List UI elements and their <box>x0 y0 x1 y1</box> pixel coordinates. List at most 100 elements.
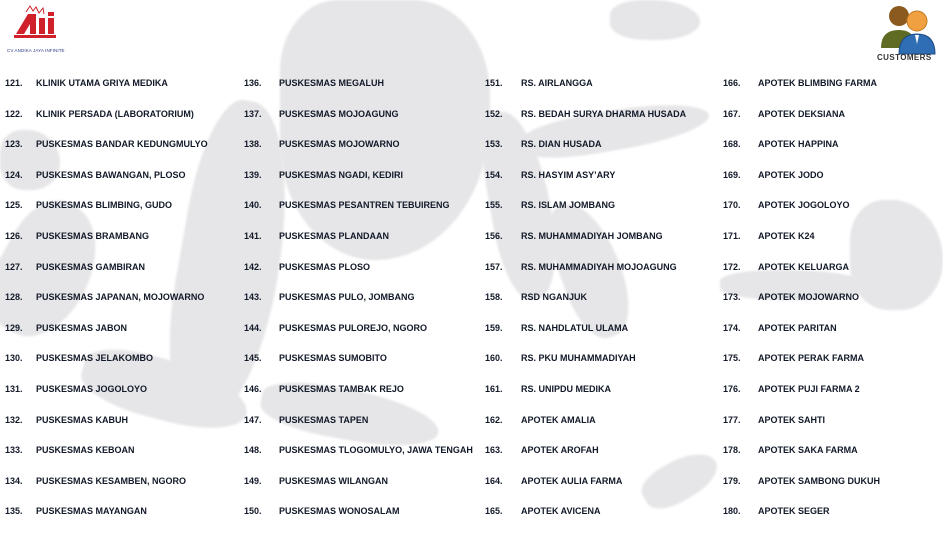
map-shape <box>635 442 725 518</box>
list-item-number: 124. <box>5 169 23 180</box>
list-item-number: 152. <box>485 108 503 119</box>
list-item-name: APOTEK SEGER <box>758 506 830 517</box>
list-item-number: 142. <box>244 261 262 272</box>
list-item-number: 159. <box>485 322 503 333</box>
list-item-number: 155. <box>485 200 503 211</box>
list-item-name: PUSKESMAS KESAMBEN, NGORO <box>36 475 187 486</box>
list-item-number: 143. <box>244 292 262 303</box>
list-item-name: PUSKESMAS MOJOWARNO <box>279 139 400 150</box>
customers-label: CUSTOMERS <box>877 53 932 62</box>
list-item-name: APOTEK AMALIA <box>521 414 596 425</box>
list-item-name: RS. UNIPDU MEDIKA <box>521 384 612 394</box>
list-item-number: 146. <box>244 384 262 394</box>
list-item-name: APOTEK BLIMBING FARMA <box>758 78 877 88</box>
list-item-name: APOTEK K24 <box>758 231 815 241</box>
list-item-name: PUSKESMAS PULOREJO, NGORO <box>279 322 428 333</box>
list-item-name: APOTEK AVICENA <box>521 506 601 517</box>
list-item-number: 131. <box>5 384 23 394</box>
list-item-number: 123. <box>5 139 23 150</box>
list-item-name: PUSKESMAS JOGOLOYO <box>36 384 148 394</box>
list-item-name: APOTEK SAHTI <box>758 414 826 425</box>
list-item-number: 140. <box>244 200 262 211</box>
list-item-name: RS. MUHAMMADIYAH JOMBANG <box>521 231 663 241</box>
list-item-name: PUSKESMAS PLANDAAN <box>279 231 390 241</box>
list-item-name: PUSKESMAS BANDAR KEDUNGMULYO <box>36 139 208 150</box>
list-item-number: 130. <box>5 353 23 364</box>
list-item-number: 127. <box>5 261 23 272</box>
list-item-number: 166. <box>723 78 741 88</box>
list-item-name: APOTEK AROFAH <box>521 445 599 456</box>
list-item-number: 128. <box>5 292 23 303</box>
list-item-name: RS. NAHDLATUL ULAMA <box>521 322 629 333</box>
list-item-number: 153. <box>485 139 503 150</box>
list-item-number: 163. <box>485 445 503 456</box>
list-item-name: APOTEK AULIA FARMA <box>521 475 623 486</box>
list-item-number: 172. <box>723 261 741 272</box>
list-item-name: PUSKESMAS PLOSO <box>279 261 371 272</box>
list-item-number: 180. <box>723 506 741 517</box>
list-item-name: PUSKESMAS JABON <box>36 322 128 333</box>
list-item-number: 160. <box>485 353 503 364</box>
map-shape <box>720 270 870 300</box>
list-item-number: 174. <box>723 322 741 333</box>
list-item-name: APOTEK PERAK FARMA <box>758 353 865 364</box>
list-item-name: KLINIK UTAMA GRIYA MEDIKA <box>36 78 168 88</box>
list-item-name: PUSKESMAS KABUH <box>36 414 129 425</box>
list-item-number: 162. <box>485 414 503 425</box>
list-item-number: 157. <box>485 261 503 272</box>
list-item-name: KLINIK PERSADA (LABORATORIUM) <box>36 108 194 119</box>
map-shape <box>517 93 713 167</box>
list-item-number: 161. <box>485 384 503 394</box>
list-item-name: RSD NGANJUK <box>521 292 588 303</box>
list-item-number: 147. <box>244 414 262 425</box>
list-item-name: PUSKESMAS GAMBIRAN <box>36 261 146 272</box>
list-item-name: PUSKESMAS KEBOAN <box>36 445 135 456</box>
list-item-name: PUSKESMAS PULO, JOMBANG <box>279 292 415 303</box>
list-item-number: 134. <box>5 475 23 486</box>
list-item-number: 138. <box>244 139 262 150</box>
map-shape <box>850 200 943 310</box>
list-item-name: APOTEK DEKSIANA <box>758 108 846 119</box>
list-item-name: APOTEK PARITAN <box>758 322 837 333</box>
list-item-name: PUSKESMAS NGADI, KEDIRI <box>279 169 404 180</box>
customers-icon <box>881 6 936 55</box>
list-item-number: 154. <box>485 169 503 180</box>
list-item-name: PUSKESMAS TAMBAK REJO <box>279 384 404 394</box>
list-item-number: 167. <box>723 108 741 119</box>
list-item-number: 126. <box>5 231 23 241</box>
list-item-name: PUSKESMAS BAWANGAN, PLOSO <box>36 169 186 180</box>
list-item-number: 141. <box>244 231 262 241</box>
list-item-name: RS. ISLAM JOMBANG <box>521 200 616 211</box>
list-item-name: RS. DIAN HUSADA <box>521 139 602 150</box>
list-item-number: 178. <box>723 445 741 456</box>
list-item-name: PUSKESMAS BRAMBANG <box>36 231 150 241</box>
list-item-number: 150. <box>244 506 262 517</box>
list-item-number: 139. <box>244 169 262 180</box>
list-item-number: 170. <box>723 200 741 211</box>
list-item-number: 165. <box>485 506 503 517</box>
list-item-number: 158. <box>485 292 503 303</box>
list-item-name: PUSKESMAS BLIMBING, GUDO <box>36 200 173 211</box>
list-item-name: PUSKESMAS JELAKOMBO <box>36 353 154 364</box>
list-item-name: APOTEK JODO <box>758 169 824 180</box>
map-shape <box>610 0 700 40</box>
list-item-name: APOTEK PUJI FARMA 2 <box>758 384 860 394</box>
list-item-name: RS. BEDAH SURYA DHARMA HUSADA <box>521 108 687 119</box>
list-item-name: RS. MUHAMMADIYAH MOJOAGUNG <box>521 261 677 272</box>
list-item-number: 179. <box>723 475 741 486</box>
list-item-name: RS. AIRLANGGA <box>521 78 593 88</box>
list-item-name: PUSKESMAS WONOSALAM <box>279 506 400 517</box>
list-item-name: PUSKESMAS TAPEN <box>279 414 369 425</box>
aji-logo-icon <box>14 5 56 38</box>
list-item-name: PUSKESMAS MAYANGAN <box>36 506 147 517</box>
list-item-name: APOTEK SAKA FARMA <box>758 445 858 456</box>
list-item-name: PUSKESMAS TLOGOMULYO, JAWA TENGAH <box>279 445 473 456</box>
list-item-number: 144. <box>244 322 262 333</box>
list-item-number: 151. <box>485 78 503 88</box>
list-item-number: 145. <box>244 353 262 364</box>
map-shape <box>0 130 60 190</box>
list-item-number: 175. <box>723 353 741 364</box>
list-item-name: APOTEK HAPPINA <box>758 139 839 150</box>
list-item-number: 164. <box>485 475 503 486</box>
list-item-name: RS. PKU MUHAMMADIYAH <box>521 353 636 364</box>
